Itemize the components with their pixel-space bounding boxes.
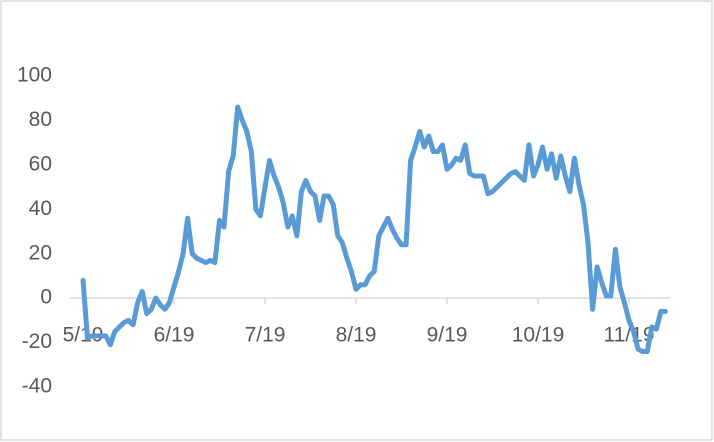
x-tick-label: 6/19 [154, 324, 195, 347]
x-tick-label: 11/19 [604, 324, 655, 347]
y-tick-label: 60 [29, 152, 52, 175]
y-tick-label: -20 [22, 330, 52, 353]
x-tick-label: 9/19 [427, 324, 468, 347]
x-tick-label: 5/19 [63, 324, 104, 347]
x-tick-label: 7/19 [245, 324, 286, 347]
x-tick-label: 8/19 [336, 324, 377, 347]
y-tick-label: 40 [29, 197, 52, 220]
y-tick-label: 0 [40, 286, 52, 309]
x-tick-label: 10/19 [512, 324, 565, 347]
y-tick-label: -40 [22, 375, 52, 398]
data-line [80, 104, 668, 354]
y-tick-label: 100 [17, 64, 52, 87]
y-tick-label: 20 [29, 241, 52, 264]
y-tick-label: 80 [29, 108, 52, 131]
